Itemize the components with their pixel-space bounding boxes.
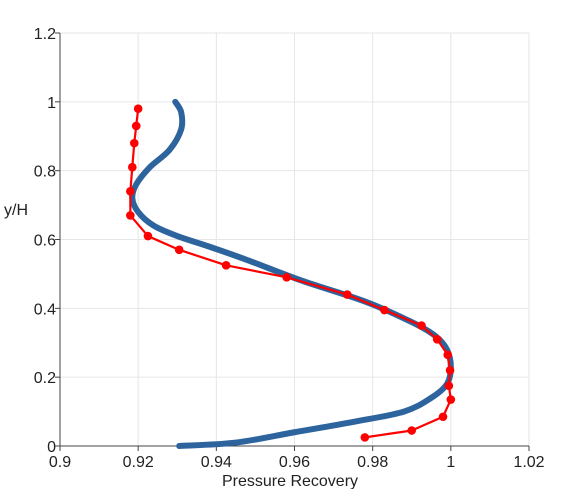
series-1-point [417, 321, 426, 330]
x-tick-label: 1 [446, 454, 455, 471]
series-1-point [407, 426, 417, 435]
series-1-point [438, 412, 448, 422]
series-1-point [126, 211, 135, 220]
tick-labels: 0.9 0.92 0.94 0.96 0.98 1 1.02 0 0.2 0.4 0.6 0.8 1 1.… [34, 26, 545, 471]
y-tick-label: 0 [47, 439, 56, 456]
axes [55, 32, 530, 451]
y-axis-title: y/H [4, 202, 28, 219]
y-tick-label: 0.6 [34, 233, 56, 250]
series-1-point [133, 104, 143, 114]
x-tick-label: 1.02 [513, 454, 544, 471]
series-1-point [143, 231, 153, 241]
series-1-point [221, 261, 231, 270]
x-tick-label: 0.92 [123, 454, 154, 471]
x-tick-label: 0.94 [201, 454, 232, 471]
y-tick-label: 1.2 [34, 26, 56, 43]
series-1-point [446, 395, 456, 404]
series-1-point [443, 350, 453, 360]
y-tick-label: 1 [47, 95, 56, 112]
x-tick-label: 0.98 [357, 454, 388, 471]
series-1-point [128, 162, 137, 172]
grid [60, 32, 530, 446]
x-tick-label: 0.9 [49, 454, 71, 471]
series-1-point [131, 121, 141, 131]
series-0-line [129, 98, 454, 449]
series-1-point [129, 138, 139, 148]
series-1-point [174, 245, 184, 255]
series-1-point [432, 335, 442, 344]
x-tick-label: 0.96 [279, 454, 310, 471]
series-1-point [445, 365, 455, 375]
y-tick-label: 0.8 [34, 164, 56, 181]
y-tick-label: 0.4 [34, 301, 56, 318]
series-1-point [342, 290, 352, 299]
series-1-point [444, 381, 454, 391]
y-tick-label: 0.2 [34, 370, 56, 387]
series-layer [126, 98, 456, 449]
series-1-point [282, 273, 291, 282]
series-1-line [129, 108, 452, 439]
series-1-point [380, 305, 389, 315]
series-1-point [360, 433, 370, 442]
series-1-point [126, 187, 135, 196]
x-axis-title: Pressure Recovery [222, 473, 358, 489]
